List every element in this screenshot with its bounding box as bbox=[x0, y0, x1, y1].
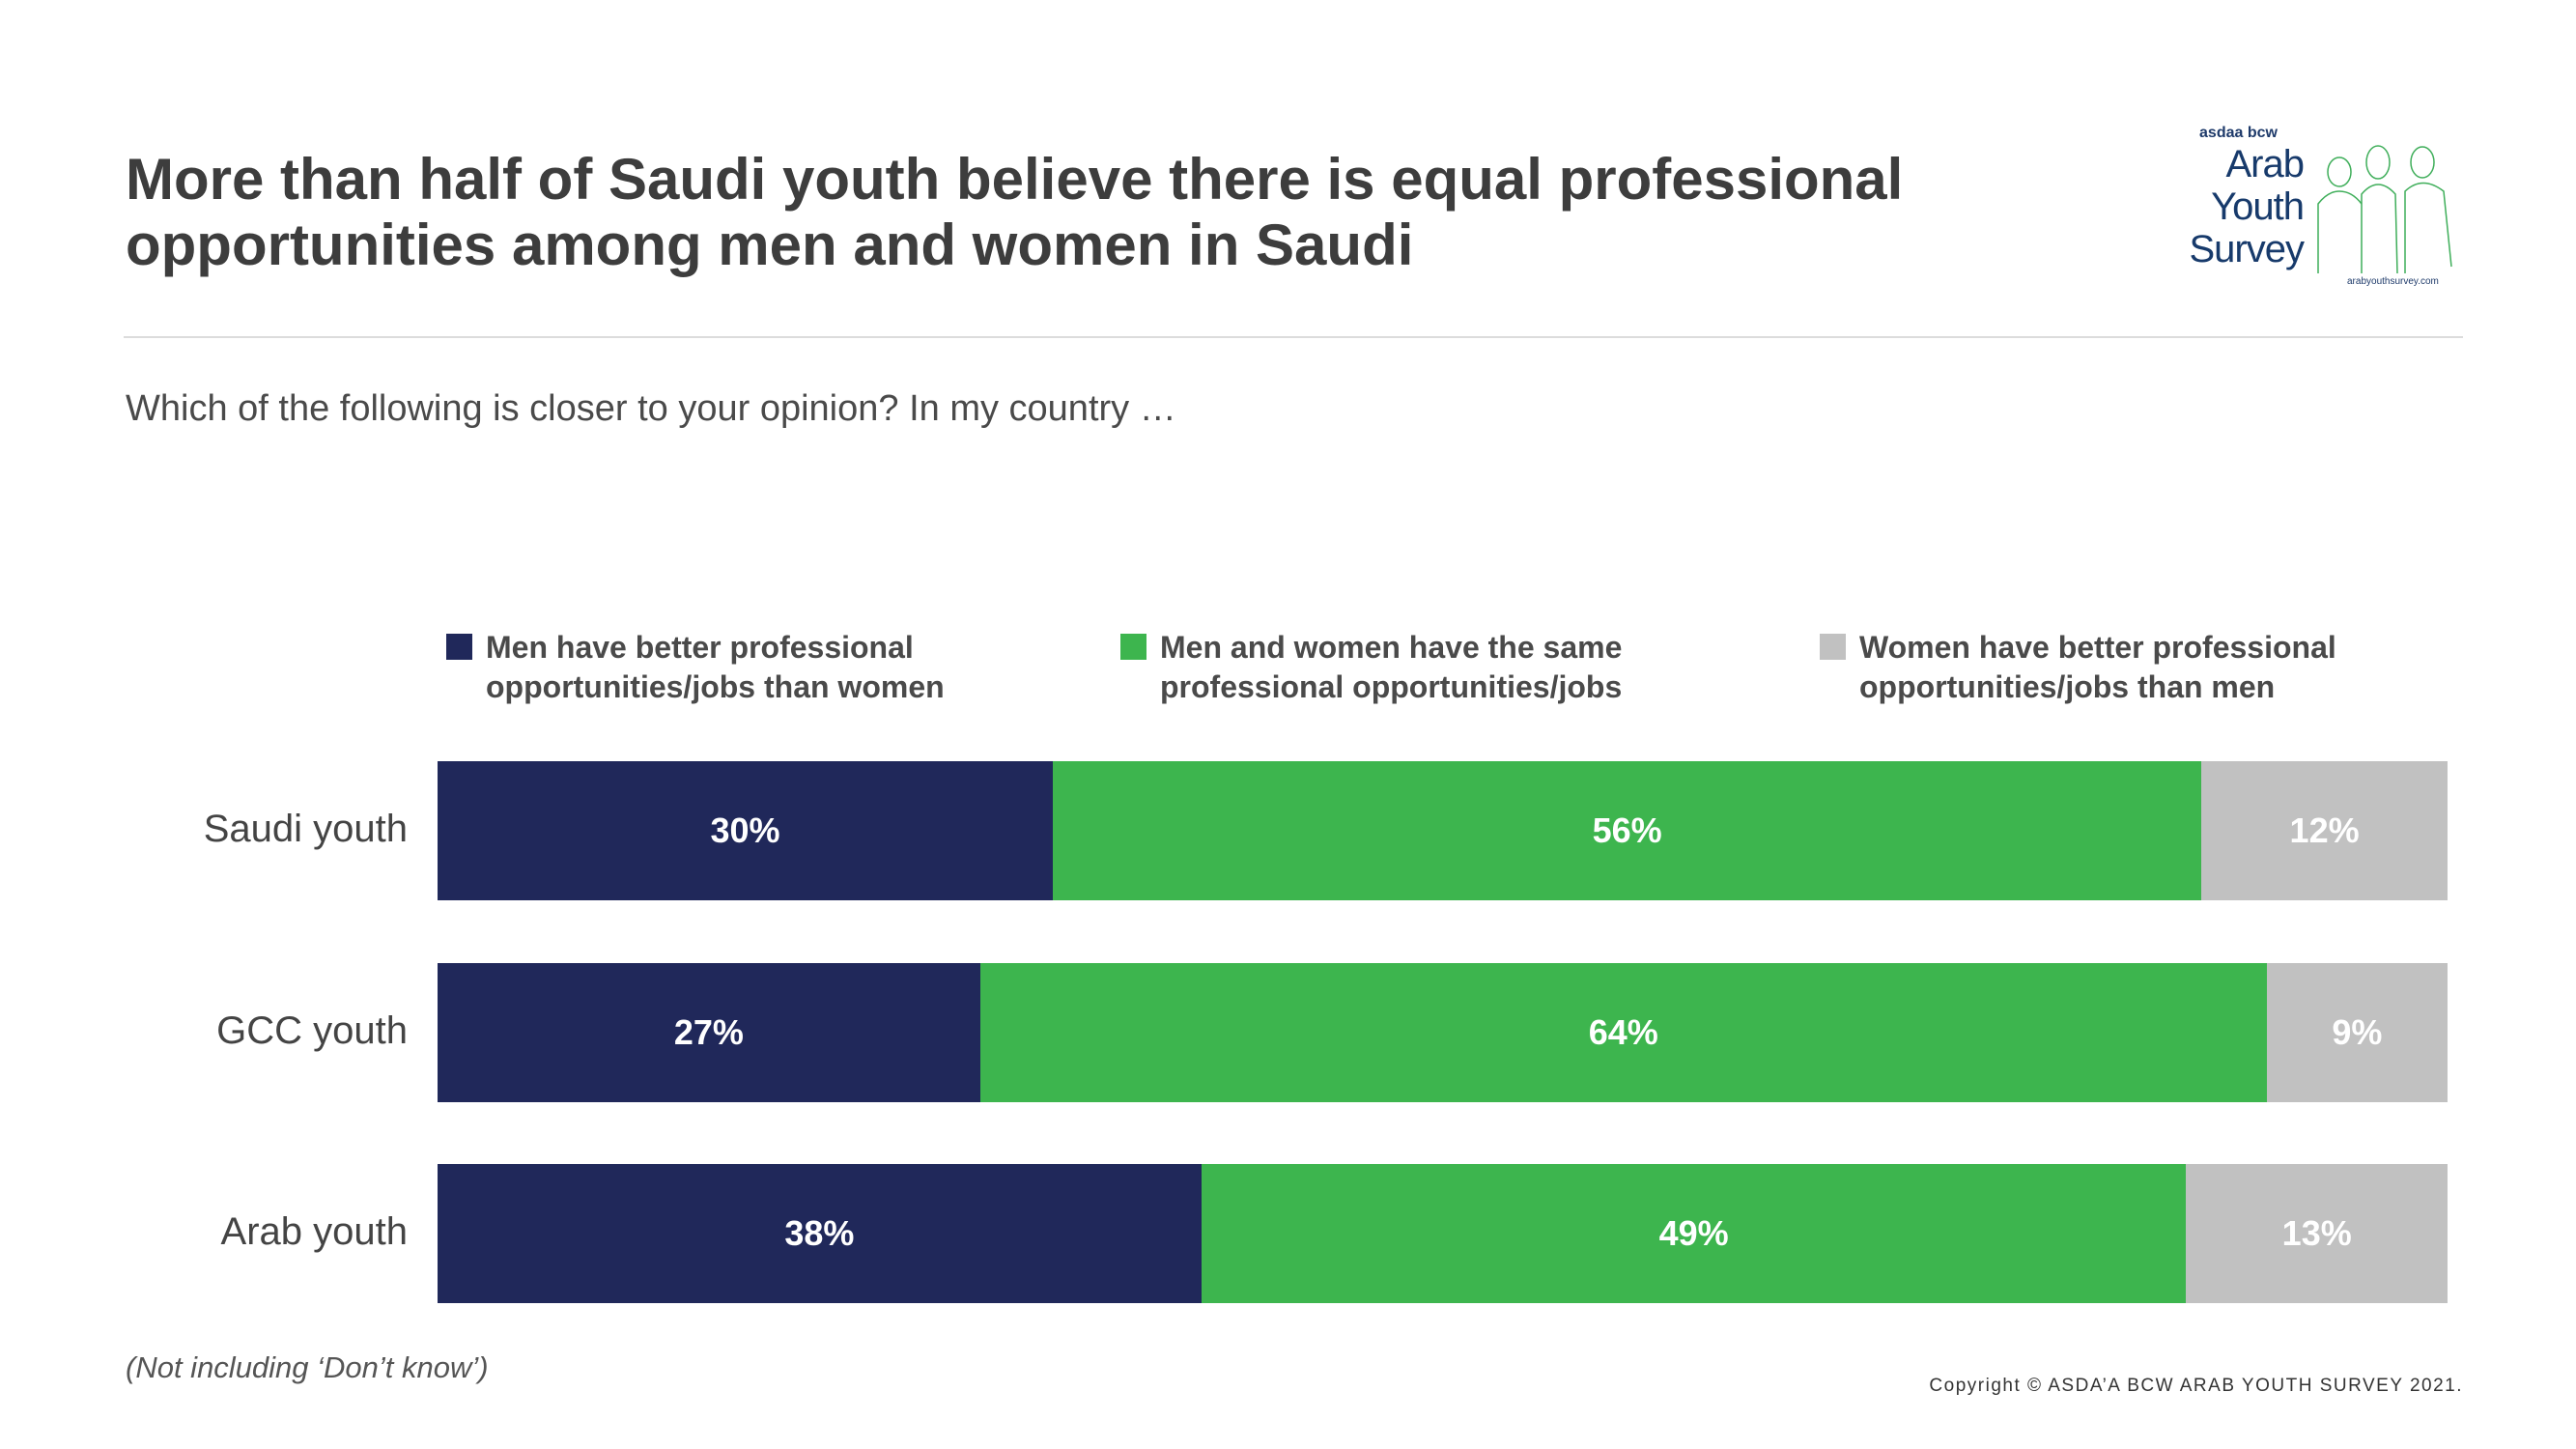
people-illustration-icon bbox=[2317, 145, 2452, 273]
bar-segment: 38% bbox=[438, 1164, 1202, 1303]
legend-swatch bbox=[1120, 634, 1146, 660]
logo-line1: Arab bbox=[2225, 143, 2306, 185]
legend-item: Men have better professional opportuniti… bbox=[446, 628, 1027, 707]
survey-question: Which of the following is closer to your… bbox=[126, 388, 1176, 429]
bar-segment: 30% bbox=[438, 761, 1054, 900]
bar-segment: 27% bbox=[438, 963, 980, 1102]
data-label: 27% bbox=[673, 1012, 744, 1052]
bar-row: 27% 64% 9% bbox=[438, 963, 2448, 1102]
bar-segment: 49% bbox=[1201, 1164, 2187, 1303]
arab-youth-survey-logo: asdaa bcw Arab Youth Survey arabyouthsur… bbox=[2173, 124, 2473, 298]
logo-line3: Survey bbox=[2189, 228, 2306, 270]
page-title: More than half of Saudi youth believe th… bbox=[126, 147, 1904, 277]
bar-segment: 56% bbox=[1053, 761, 2202, 900]
footnote: (Not including ‘Don’t know’) bbox=[126, 1350, 489, 1384]
legend-label: Men have better professional opportuniti… bbox=[486, 630, 945, 704]
legend-item: Men and women have the same professional… bbox=[1120, 628, 1701, 707]
data-label: 12% bbox=[2289, 810, 2360, 850]
legend-swatch bbox=[446, 634, 472, 660]
bar-segment: 12% bbox=[2201, 761, 2448, 900]
logo-brand: asdaa bcw bbox=[2199, 125, 2278, 141]
data-label: 38% bbox=[784, 1213, 855, 1253]
logo-line2: Youth bbox=[2211, 185, 2305, 228]
category-label: Saudi youth bbox=[203, 808, 408, 850]
bar-row: 38% 49% 13% bbox=[438, 1164, 2448, 1303]
data-label: 9% bbox=[2332, 1012, 2383, 1052]
legend-item: Women have better professional opportuni… bbox=[1820, 628, 2400, 707]
data-label: 64% bbox=[1588, 1012, 1658, 1052]
category-label: GCC youth bbox=[216, 1009, 408, 1052]
title-divider bbox=[124, 336, 2463, 338]
bar-segment: 13% bbox=[2186, 1164, 2448, 1303]
bar-segment: 9% bbox=[2266, 963, 2448, 1102]
legend-label: Women have better professional opportuni… bbox=[1859, 630, 2336, 704]
data-label: 13% bbox=[2281, 1213, 2352, 1253]
legend-swatch bbox=[1820, 634, 1846, 660]
logo-url: arabyouthsurvey.com bbox=[2347, 276, 2439, 287]
legend-label: Men and women have the same professional… bbox=[1160, 630, 1623, 704]
logo-wordmark: asdaa bcw Arab Youth Survey bbox=[2173, 124, 2306, 270]
bar-row: 30% 56% 12% bbox=[438, 761, 2448, 900]
category-label: Arab youth bbox=[220, 1210, 408, 1253]
data-label: 49% bbox=[1658, 1213, 1729, 1253]
copyright: Copyright © ASDA’A BCW ARAB YOUTH SURVEY… bbox=[1929, 1376, 2463, 1396]
data-label: 30% bbox=[710, 810, 780, 850]
data-label: 56% bbox=[1592, 810, 1662, 850]
bar-segment: 64% bbox=[979, 963, 2267, 1102]
